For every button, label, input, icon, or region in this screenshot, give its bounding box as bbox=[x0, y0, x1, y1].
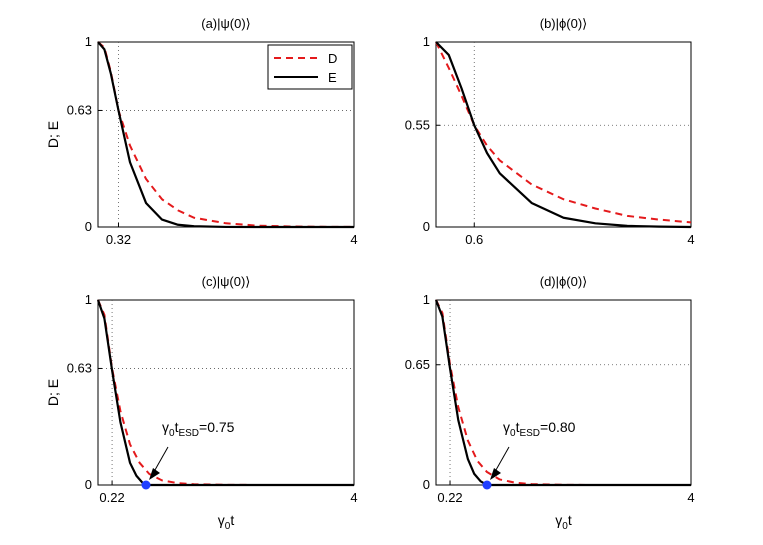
x-tick-label: 0.22 bbox=[437, 490, 462, 505]
x-tick-label: 4 bbox=[350, 232, 357, 247]
esd-annotation: γ0tESD=0.75 bbox=[162, 419, 235, 439]
legend-label-D: D bbox=[328, 51, 337, 66]
series-E-line bbox=[434, 299, 691, 487]
axes-frame bbox=[435, 41, 692, 228]
x-tick-label: 4 bbox=[687, 490, 694, 505]
chart-panel-3: 0.22 4 0 0.65 1 (d)|ϕ(0)⟩ γ0t γ0tESD=0.80 bbox=[405, 274, 695, 532]
y-tick-label: 0.55 bbox=[405, 117, 430, 132]
annotation-arrowhead bbox=[149, 468, 160, 480]
series-D-line bbox=[435, 299, 691, 486]
annotation-arrowhead bbox=[490, 468, 501, 480]
series-D-line bbox=[435, 41, 692, 224]
axes-frame bbox=[435, 299, 692, 486]
series-E-line bbox=[96, 299, 354, 487]
esd-point-marker bbox=[141, 480, 151, 490]
y-tick-label: 0.65 bbox=[405, 357, 430, 372]
y-tick-label: 1 bbox=[423, 34, 430, 49]
x-tick-label: 0.22 bbox=[99, 490, 124, 505]
series-D-line bbox=[97, 299, 354, 486]
x-tick-label: 4 bbox=[350, 490, 357, 505]
chart-title: (b)|ϕ(0)⟩ bbox=[540, 16, 588, 31]
y-tick-label: 0 bbox=[423, 219, 430, 234]
y-axis-label: D; E bbox=[45, 379, 61, 406]
legend-label-E: E bbox=[328, 70, 337, 85]
chart-panel-2: 0.22 4 0 0.63 1 (c)|ψ(0)⟩ D; E γ0t γ0tESD=0.75 bbox=[45, 274, 358, 532]
y-tick-label: 0 bbox=[85, 219, 92, 234]
esd-point-marker bbox=[482, 480, 492, 490]
x-tick-label: 4 bbox=[687, 232, 694, 247]
series-E-line bbox=[97, 41, 354, 229]
series-E-line bbox=[435, 41, 692, 229]
chart-panel-0: 0.32 4 0 0.63 1 (a)|ψ(0)⟩ D; E DE bbox=[45, 16, 358, 247]
chart-title: (a)|ψ(0)⟩ bbox=[201, 16, 251, 31]
y-tick-label: 1 bbox=[423, 292, 430, 307]
chart-title: (d)|ϕ(0)⟩ bbox=[540, 274, 588, 289]
x-axis-label: γ0t bbox=[555, 512, 572, 532]
x-tick-label: 0.6 bbox=[465, 232, 483, 247]
esd-annotation: γ0tESD=0.80 bbox=[503, 419, 576, 439]
y-tick-label: 1 bbox=[85, 292, 92, 307]
y-tick-label: 0.63 bbox=[67, 360, 92, 375]
y-tick-label: 1 bbox=[85, 34, 92, 49]
chart-title: (c)|ψ(0)⟩ bbox=[202, 274, 251, 289]
y-tick-label: 0 bbox=[85, 477, 92, 492]
x-axis-label: γ0t bbox=[218, 512, 235, 532]
chart-panel-1: 0.6 4 0 0.55 1 (b)|ϕ(0)⟩ bbox=[405, 16, 695, 247]
x-tick-label: 0.32 bbox=[106, 232, 131, 247]
y-axis-label: D; E bbox=[45, 121, 61, 148]
y-tick-label: 0.63 bbox=[67, 102, 92, 117]
legend: DE bbox=[267, 44, 353, 90]
legend-box bbox=[267, 44, 353, 90]
y-tick-label: 0 bbox=[423, 477, 430, 492]
